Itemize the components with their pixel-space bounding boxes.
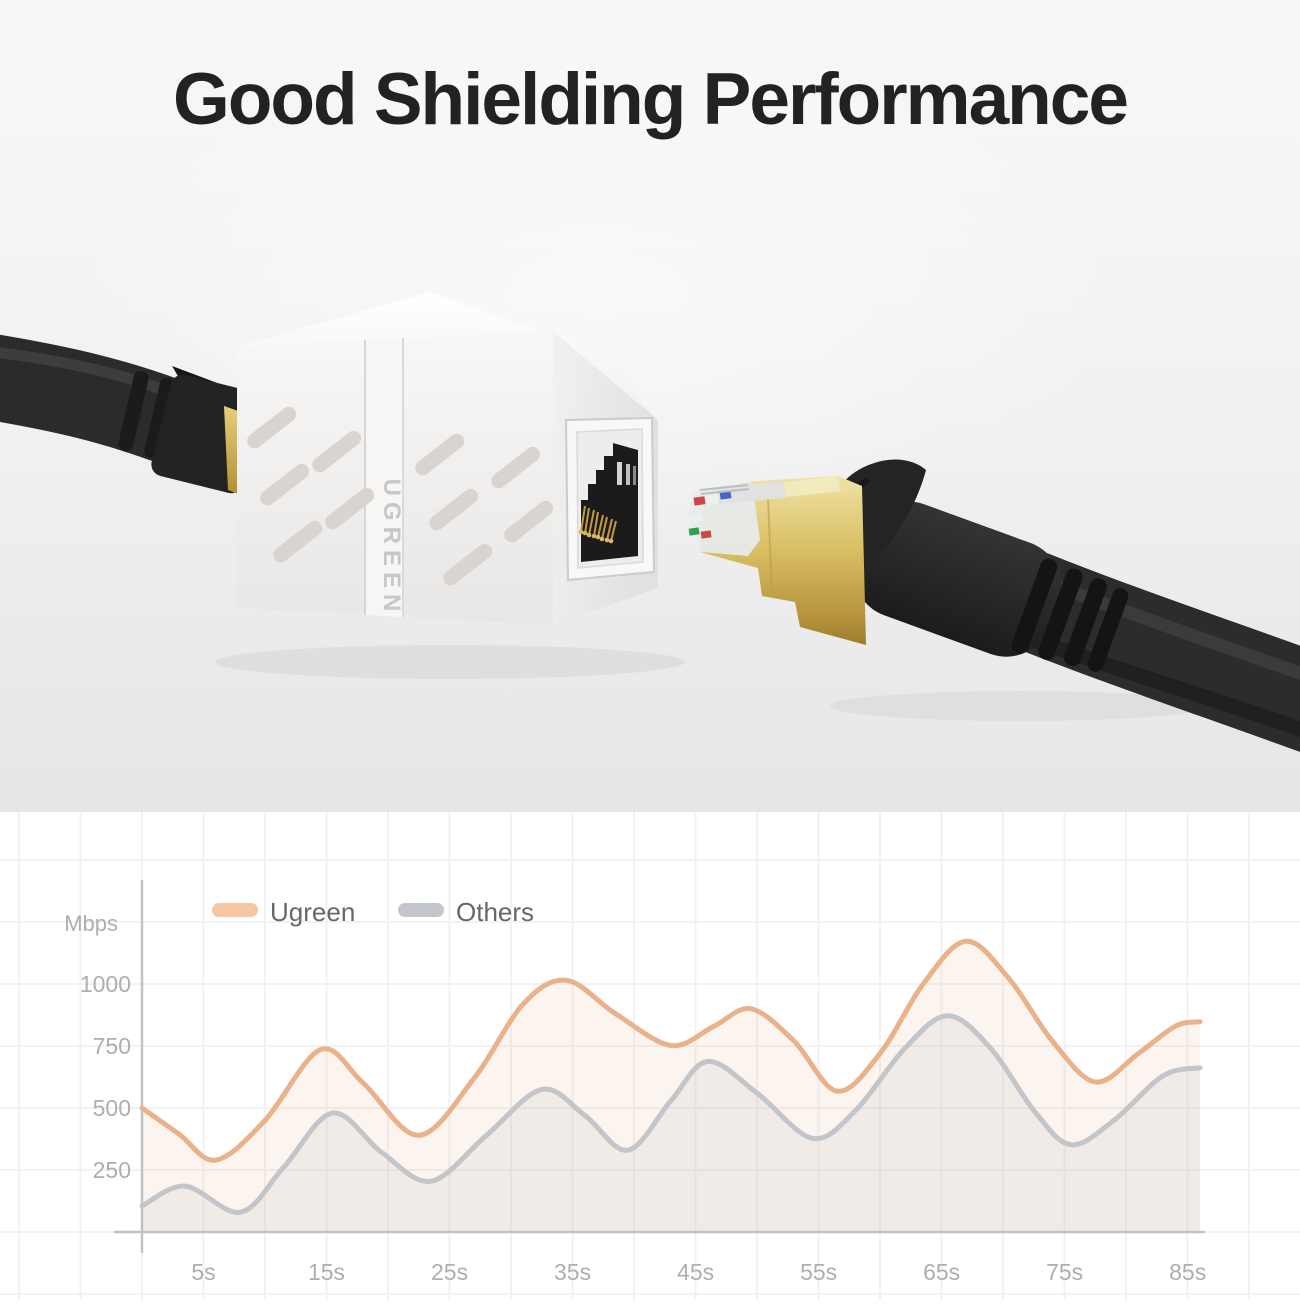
connector-boot [853,501,1062,657]
x-tick-label: 25s [431,1259,468,1285]
coupler-seam-band [365,338,403,617]
ugreen-area [142,941,1200,1232]
legend-swatch-ugreen [212,903,258,917]
legend-label-ugreen: Ugreen [270,897,355,927]
legend-item-others: Others [398,897,534,927]
x-tick-label: 85s [1169,1259,1206,1285]
x-tick-label: 15s [308,1259,345,1285]
rj45-port [564,416,656,582]
y-tick-label: 1000 [80,971,131,997]
performance-chart-canvas: 250 500 750 1000 Mbps 5s 15s 25s 35s 45s 55s 65s 75s… [0,812,1300,1300]
coupler-shadow [215,645,685,679]
grid [0,812,1300,1300]
page-title: Good Shielding Performance [173,59,1129,140]
crystal-contacts [699,484,750,495]
product-photo: UGREEN [0,292,1300,752]
y-tick-label: 500 [93,1095,131,1121]
others-curve [139,1013,1203,1215]
x-tick-label: 65s [923,1259,960,1285]
port-gold-pins [580,505,617,542]
wire-colors [688,490,732,539]
x-tick-label: 45s [677,1259,714,1285]
port-pin-tips [578,529,614,544]
y-tick-label: 750 [93,1033,131,1059]
vent-slots [247,406,554,586]
legend-item-ugreen: Ugreen [212,897,355,927]
y-tick-label: 250 [93,1157,131,1183]
cable-strain-rib [118,370,149,452]
ethernet-cable-left [0,334,263,498]
legend: Ugreen Others [212,897,534,927]
cable-strain-rib [144,377,175,459]
x-tick-label: 35s [554,1259,591,1285]
boot-ribs [1011,558,1129,672]
performance-chart: 250 500 750 1000 Mbps 5s 15s 25s 35s 45s 55s 65s 75s… [0,812,1300,1300]
cable-shadow [830,691,1210,721]
ugreen-curve [139,938,1203,1163]
x-tick-label: 55s [800,1259,837,1285]
legend-swatch-others [398,903,444,917]
coupler: UGREEN [237,292,658,625]
product-photo-section: Good Shielding Performance [0,0,1300,812]
others-area [142,1015,1200,1232]
rj45-connector-right [688,459,1300,752]
legend-label-others: Others [456,897,534,927]
x-tick-label: 5s [191,1259,215,1285]
x-tick-label: 75s [1046,1259,1083,1285]
y-axis-unit-label: Mbps [64,911,118,936]
ugreen-logo-vertical: UGREEN [378,479,405,618]
coupler-top-face [237,292,658,420]
